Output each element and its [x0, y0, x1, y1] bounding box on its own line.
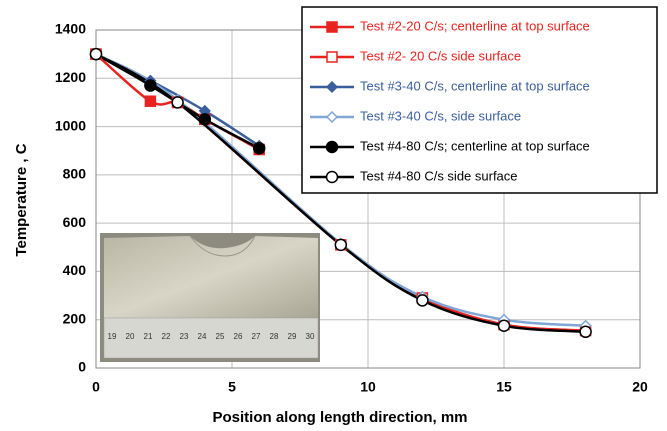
marker: [198, 113, 212, 126]
marker: [326, 51, 338, 63]
ruler-label: 21: [144, 332, 153, 341]
x-tick-label: 15: [496, 379, 512, 395]
legend-label: Test #2-20 C/s; centerline at top surfac…: [360, 18, 590, 33]
ruler-label: 30: [306, 332, 315, 341]
legend-label: Test #2- 20 C/s side surface: [360, 48, 521, 63]
marker: [416, 294, 429, 307]
marker: [171, 96, 184, 109]
marker: [89, 47, 103, 61]
ruler-label: 26: [234, 332, 243, 341]
y-tick-label: 1400: [55, 21, 86, 37]
legend-label: Test #4-80 C/s side surface: [360, 168, 518, 183]
legend-label: Test #4-80 C/s; centerline at top surfac…: [360, 138, 590, 153]
marker: [579, 325, 592, 339]
marker: [252, 142, 266, 155]
legend-box: [301, 6, 658, 194]
ruler-label: 27: [252, 332, 261, 341]
marker: [326, 21, 338, 33]
y-axis-label: Temperature , C: [13, 143, 30, 256]
y-tick-label: 600: [63, 214, 87, 230]
legend: Test #2-20 C/s; centerline at top surfac…: [301, 6, 658, 194]
y-tick-label: 0: [78, 359, 86, 375]
x-tick-label: 5: [228, 379, 236, 395]
ruler-label: 29: [288, 332, 297, 341]
marker: [144, 95, 157, 107]
ruler-label: 23: [180, 332, 189, 341]
y-tick-label: 1000: [55, 117, 86, 133]
inset-photo: 19 20 21 22 23 24 25 26 27 28 29 30: [100, 233, 320, 362]
legend-label: Test #3-40 C/s, centerline at top surfac…: [360, 78, 590, 93]
x-tick-label: 20: [632, 379, 648, 395]
y-tick-label: 800: [63, 166, 87, 182]
marker: [144, 79, 157, 92]
ruler-label: 25: [216, 332, 225, 341]
y-tick-label: 200: [63, 310, 87, 326]
marker: [497, 319, 511, 332]
x-tick-label: 0: [92, 379, 100, 395]
ruler-label: 19: [108, 332, 117, 341]
marker: [334, 238, 348, 252]
ruler-label: 28: [270, 332, 279, 341]
y-tick-label: 400: [63, 262, 87, 278]
marker: [325, 80, 339, 94]
y-tick-label: 1200: [55, 69, 86, 85]
legend-label: Test #3-40 C/s, side surface: [360, 108, 521, 123]
ruler-label: 22: [162, 332, 171, 341]
ruler-label: 24: [198, 332, 207, 341]
marker: [325, 170, 339, 184]
x-tick-label: 10: [360, 379, 376, 395]
marker: [325, 140, 339, 154]
ruler-label: 20: [126, 332, 135, 341]
marker: [325, 110, 339, 124]
x-axis-label: Position along length direction, mm: [212, 409, 467, 426]
